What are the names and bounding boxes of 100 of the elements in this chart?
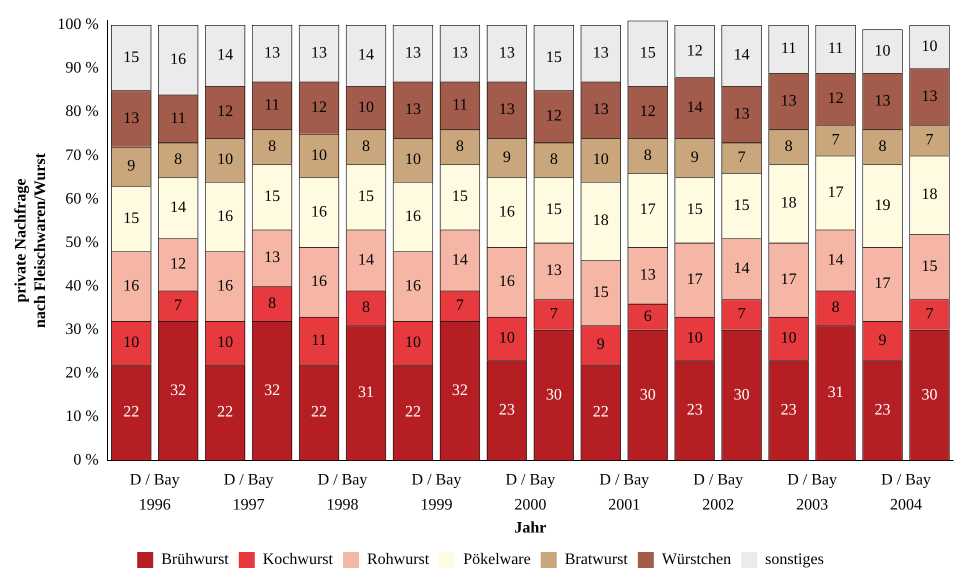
y-tick-label: 20 %	[65, 364, 99, 382]
legend-label: Kochwurst	[262, 551, 334, 568]
data-label: 8	[362, 299, 370, 316]
data-label: 9	[878, 332, 887, 349]
data-label: 9	[596, 336, 605, 354]
data-label: 16	[404, 277, 421, 294]
data-label: 10	[780, 330, 797, 347]
data-label: 16	[217, 277, 234, 294]
data-label: 22	[404, 404, 421, 421]
x-tick-label: D / Bay 2001	[599, 472, 650, 514]
data-label: 8	[832, 299, 840, 316]
data-label: 11	[170, 110, 186, 127]
data-label: 17	[828, 184, 844, 201]
data-label: 8	[268, 294, 276, 312]
data-label: 23	[874, 402, 891, 419]
x-tick-label: D / Bay 2002	[693, 472, 744, 514]
data-label: 15	[592, 284, 609, 301]
data-label: 18	[922, 186, 938, 203]
x-axis-title: Jahr	[514, 520, 546, 537]
y-tick-label: 100 %	[57, 16, 99, 34]
data-label: 6	[644, 308, 652, 325]
data-label: 22	[311, 404, 328, 421]
data-label: 16	[123, 277, 140, 294]
data-label: 13	[123, 110, 140, 127]
data-label: 15	[922, 258, 938, 275]
data-label: 8	[268, 138, 276, 156]
data-label: 13	[592, 44, 609, 62]
data-label: 10	[358, 98, 374, 116]
data-label: 7	[926, 306, 934, 323]
data-label: 14	[358, 251, 374, 268]
data-label: 9	[127, 158, 136, 175]
x-tick-label: D / Bay 1998	[318, 472, 368, 514]
data-label: 15	[546, 201, 562, 218]
data-label: 11	[264, 96, 280, 114]
data-label: 11	[828, 40, 844, 58]
data-label: 10	[123, 334, 140, 352]
x-tick-label: D / Bay 2000	[505, 472, 556, 514]
legend-label: Rohwurst	[366, 551, 430, 568]
data-label: 13	[311, 44, 328, 62]
data-label: 13	[546, 262, 562, 280]
data-label: 22	[217, 404, 234, 421]
legend-label: Pökelware	[463, 551, 531, 568]
data-label: 31	[828, 384, 844, 402]
data-label: 17	[780, 270, 797, 288]
data-label: 7	[926, 132, 934, 149]
data-label: 7	[738, 306, 746, 323]
data-label: 15	[358, 188, 374, 206]
data-label: 31	[358, 384, 374, 402]
data-label: 18	[780, 194, 797, 212]
legend-label: Würstchen	[662, 551, 732, 568]
legend-label: sonstiges	[765, 551, 824, 568]
data-label: 30	[546, 386, 562, 404]
x-tick-label: D / Bay 2003	[787, 472, 838, 514]
data-label: 16	[217, 208, 234, 225]
data-label: 17	[686, 270, 703, 288]
data-label: 16	[311, 203, 328, 220]
data-label: 10	[874, 42, 891, 60]
data-label: 8	[550, 151, 558, 168]
data-label: 22	[592, 404, 609, 421]
data-label: 30	[734, 386, 750, 404]
y-tick-label: 80 %	[65, 103, 99, 120]
data-label: 15	[264, 188, 280, 206]
data-label: 15	[452, 188, 468, 206]
data-label: 13	[264, 44, 280, 62]
data-label: 12	[640, 103, 656, 120]
data-label: 15	[123, 210, 140, 227]
data-label: 10	[922, 38, 938, 55]
data-label: 8	[362, 138, 370, 156]
data-label: 17	[874, 275, 891, 292]
data-label: 13	[592, 101, 609, 118]
data-label: 13	[640, 266, 656, 284]
y-tick-label: 70 %	[65, 146, 99, 164]
data-label: 30	[640, 386, 656, 404]
y-axis-title: private Nachfrage nach Fleischwaren/Wurst	[12, 152, 49, 328]
legend-label: Bratwurst	[564, 551, 628, 568]
y-tick-label: 50 %	[65, 234, 99, 251]
data-label: 23	[686, 402, 703, 419]
data-label: 16	[498, 273, 515, 290]
data-label: 7	[832, 132, 840, 149]
data-label: 7	[174, 297, 182, 314]
data-label: 14	[734, 46, 750, 64]
data-label: 18	[592, 212, 609, 230]
data-label: 8	[174, 151, 182, 168]
data-label: 13	[922, 88, 938, 106]
legend-label: Brühwurst	[161, 551, 230, 568]
data-label: 23	[498, 402, 515, 419]
data-label: 7	[456, 297, 464, 314]
x-tick-label: D / Bay 2004	[881, 472, 931, 514]
data-label: 8	[644, 146, 652, 164]
data-label: 16	[170, 50, 186, 68]
data-label: 11	[311, 332, 327, 349]
data-label: 16	[498, 203, 515, 220]
x-tick-label: D / Bay 1997	[224, 472, 274, 514]
data-label: 10	[217, 151, 234, 168]
data-label: 17	[640, 201, 656, 218]
y-tick-label: 90 %	[65, 60, 99, 77]
data-label: 7	[550, 306, 558, 323]
data-label: 10	[311, 146, 328, 164]
data-label: 15	[546, 48, 562, 66]
data-label: 14	[828, 251, 844, 268]
